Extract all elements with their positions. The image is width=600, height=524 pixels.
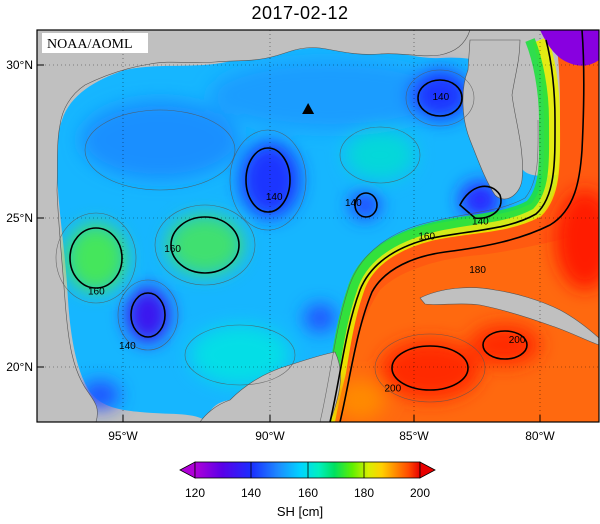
contour-label-140: 140 (472, 216, 489, 227)
map-frame (36, 29, 600, 423)
contour-lines (69, 30, 585, 422)
colorbar-tick-140: 140 (241, 486, 261, 500)
ssh-field (37, 30, 599, 422)
colorbar-min-arrow (179, 461, 196, 479)
contour-label-200: 200 (509, 335, 526, 346)
colorbar-ramp (194, 461, 421, 479)
colorbar (179, 461, 436, 479)
us-gulf-coast (37, 30, 471, 422)
contour-label-180: 180 (469, 265, 486, 276)
graticule (37, 30, 599, 422)
florida-landmass (462, 39, 523, 200)
contour-label-160: 160 (418, 232, 435, 243)
contour-label-140: 140 (266, 192, 283, 203)
marker-layer (302, 103, 315, 115)
lat-label-25n: 25°N (6, 211, 33, 225)
lat-label-20n: 20°N (6, 360, 33, 374)
contour-label-140: 140 (119, 341, 136, 352)
contour-label-200: 200 (384, 384, 401, 395)
map-title: 2017-02-12 (251, 3, 349, 23)
colorbar-tick-120: 120 (185, 486, 205, 500)
lat-label-30n: 30°N (6, 58, 33, 72)
contour-label-140: 140 (433, 92, 450, 103)
contour-label-140: 140 (345, 198, 362, 209)
lon-label-85w: 85°W (399, 429, 429, 443)
colorbar-tick-180: 180 (354, 486, 374, 500)
lon-label-90w: 90°W (255, 429, 285, 443)
source-label: NOAA/AOML (47, 37, 133, 52)
axis-ticks (37, 64, 541, 422)
contour-label-160: 160 (164, 244, 181, 255)
contour-label-160: 160 (88, 286, 105, 297)
lon-label-80w: 80°W (525, 429, 555, 443)
source-label-box (42, 33, 148, 53)
contour-labels: 140 140 140 140 160 160 160 180 140 200 200 (88, 92, 526, 395)
lon-label-95w: 95°W (108, 429, 138, 443)
colorbar-tick-200: 200 (410, 486, 430, 500)
colorbar-tick-160: 160 (298, 486, 318, 500)
colorbar-max-arrow (419, 461, 436, 479)
cuba-landmass (419, 287, 599, 346)
station-marker-triangle (302, 103, 315, 115)
colorbar-label: SH [cm] (276, 504, 324, 519)
